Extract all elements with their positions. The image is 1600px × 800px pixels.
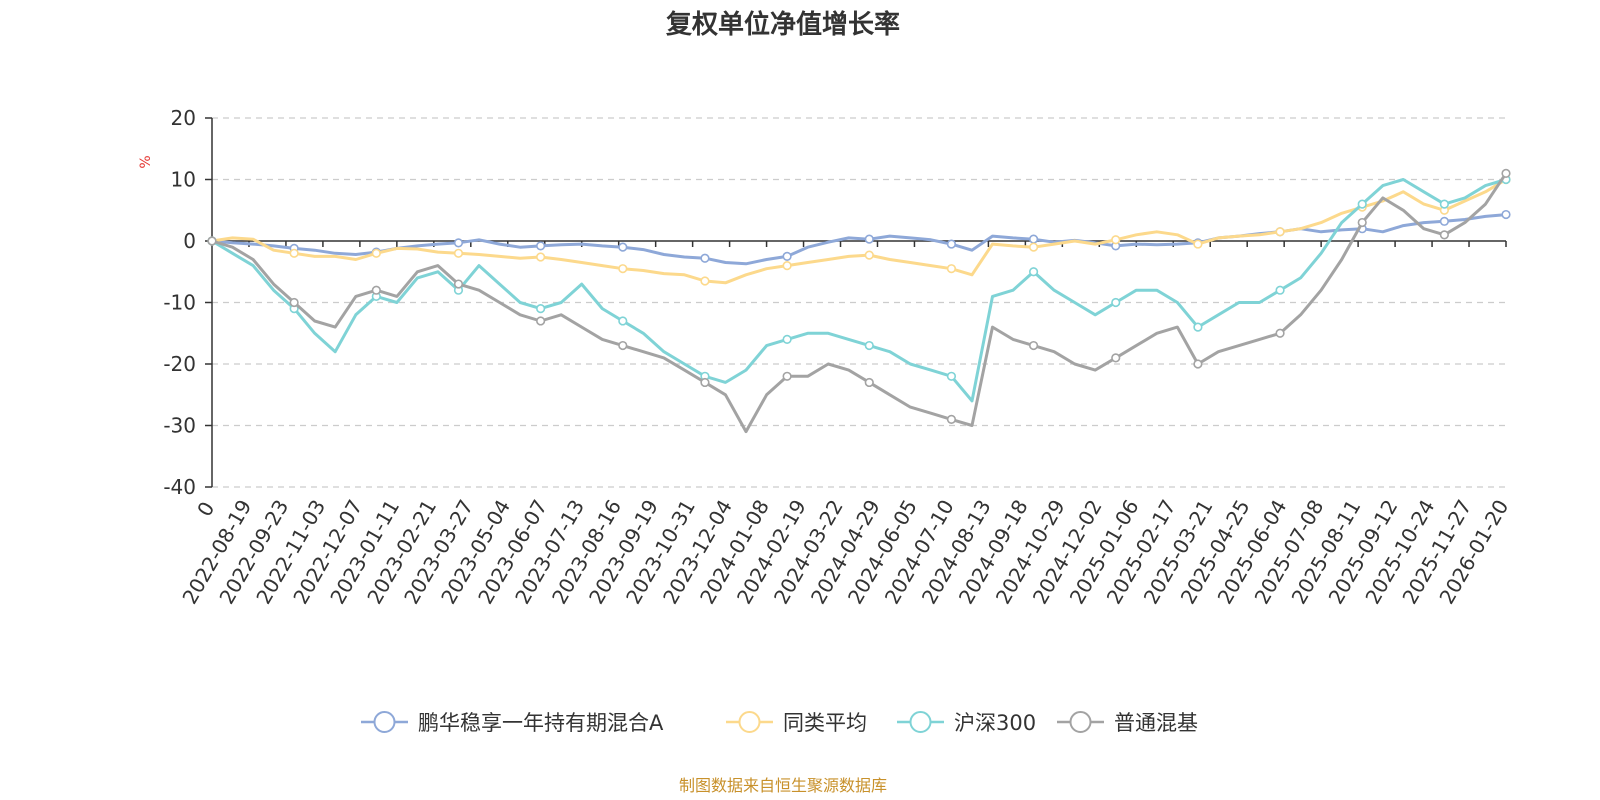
series-point [453,238,464,248]
series-point [1501,209,1511,220]
series-point [700,276,710,286]
y-tick-label: -10 [163,291,196,315]
series-point [1439,199,1449,209]
y-axis-unit: % [138,155,154,168]
series-point [700,377,710,388]
series-line [211,172,1508,434]
series-point [1275,227,1285,237]
y-tick-label: -20 [163,352,196,376]
series-point [1193,239,1203,249]
series-point [1275,285,1285,295]
y-tick-label: 20 [171,106,196,130]
series-point [1111,353,1121,363]
series-lines [207,168,1511,434]
series-point [782,251,792,261]
legend-label: 鹏华稳享一年持有期混合A [418,711,664,735]
legend: 鹏华稳享一年持有期混合A 同类平均 沪深300 普通混基 [361,711,1198,735]
series-point [618,242,628,252]
series-point [782,334,792,345]
series-point [1357,199,1367,209]
series-point [782,371,792,381]
series-point [1501,168,1511,178]
series-point [1028,242,1039,252]
series-point [946,239,957,249]
legend-item[interactable]: 鹏华稳享一年持有期混合A [361,711,664,735]
y-tick-label: -30 [163,414,196,438]
series-point [946,414,957,424]
series-2 [207,174,1511,403]
y-tick-label: -40 [163,475,196,499]
series-point [1028,234,1039,244]
series-point [1193,359,1203,369]
y-tick-label: 0 [183,229,196,253]
series-point [1028,340,1039,351]
series-3 [207,168,1511,434]
legend-marker [738,711,761,733]
series-point [700,253,710,263]
series-point [536,304,546,314]
series-point [1028,267,1039,277]
series-point [453,248,464,258]
series-point [536,316,546,326]
series-point [1439,216,1449,226]
series-point [1439,230,1449,240]
series-point [618,340,628,351]
legend-item[interactable]: 普通混基 [1057,711,1198,735]
legend-label: 沪深300 [954,711,1036,735]
y-axis-ticks: 20 10 0 -10 -20 -30 -40 [163,106,212,499]
series-point [453,279,464,289]
series-line [211,178,1507,285]
series-point [289,248,299,258]
series-point [1111,297,1121,308]
series-point [1111,235,1121,245]
series-point [289,297,299,308]
series-point [618,316,628,326]
legend-label: 同类平均 [783,711,867,735]
legend-item[interactable]: 沪深300 [897,711,1036,735]
legend-marker [1069,711,1092,733]
legend-label: 普通混基 [1114,711,1198,735]
data-source-note: 制图数据来自恒生聚源数据库 [679,776,887,795]
series-point [1275,328,1285,338]
legend-marker [373,711,396,733]
series-point [782,261,792,271]
series-point [1357,217,1367,228]
y-tick-label: 10 [171,168,196,192]
series-point [946,371,957,381]
series-point [618,264,628,274]
legend-marker [909,711,932,733]
series-point [536,241,546,251]
series-point [1193,322,1203,332]
series-point [864,234,874,244]
series-point [371,248,381,258]
series-point [371,285,381,295]
series-point [946,264,957,274]
series-line [211,178,1507,403]
series-point [207,236,217,246]
series-point [536,252,546,262]
chart-title: 复权单位净值增长率 [666,9,900,40]
series-point [864,340,874,351]
x-origin-label: 0 [192,498,219,521]
series-point [864,377,874,388]
series-point [864,250,874,260]
legend-item[interactable]: 同类平均 [726,711,867,735]
